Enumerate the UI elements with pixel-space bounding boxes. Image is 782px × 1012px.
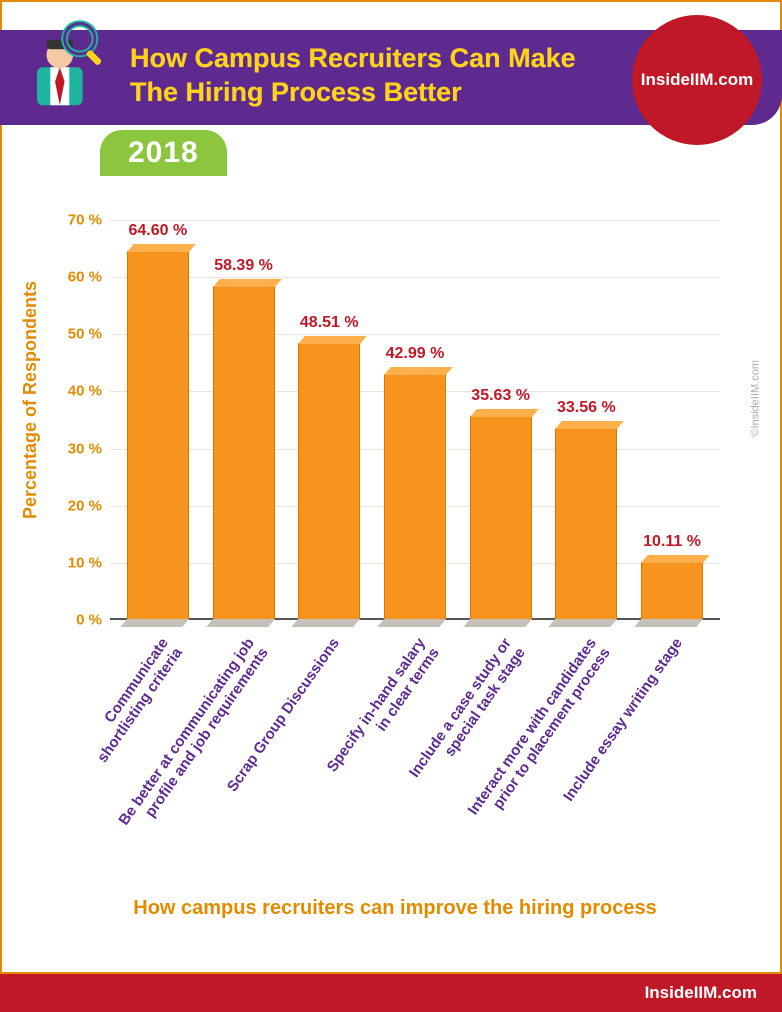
y-tick: 50 % — [68, 326, 102, 343]
y-tick: 10 % — [68, 554, 102, 571]
bar: 48.51 %Scrap Group Discussions — [294, 343, 364, 620]
page-title: How Campus Recruiters Can Make The Hirin… — [130, 42, 590, 110]
plot-area: 64.60 %Communicateshortlisting criteria5… — [110, 220, 720, 620]
logo-badge: InsideIIM.com — [632, 15, 762, 145]
bar-value: 64.60 % — [128, 222, 187, 240]
bar: 10.11 %Include essay writing stage — [637, 562, 707, 620]
bar: 64.60 %Communicateshortlisting criteria — [123, 251, 193, 620]
bar-rect: 10.11 % — [641, 562, 703, 620]
footer: InsideIIM.com — [0, 974, 782, 1012]
watermark: ©InsideIIM.com — [750, 360, 762, 437]
bars-container: 64.60 %Communicateshortlisting criteria5… — [110, 220, 720, 620]
bar-rect: 48.51 % — [298, 343, 360, 620]
y-tick: 60 % — [68, 269, 102, 286]
x-axis-label: How campus recruiters can improve the hi… — [50, 897, 740, 920]
bar-value: 42.99 % — [386, 345, 445, 363]
y-tick: 70 % — [68, 212, 102, 229]
y-axis-label: Percentage of Respondents — [20, 281, 41, 519]
footer-text: InsideIIM.com — [645, 983, 757, 1003]
recruiter-icon — [18, 15, 113, 110]
bar-value: 35.63 % — [471, 387, 530, 405]
bar: 33.56 %Interact more with candidatesprio… — [551, 428, 621, 620]
header: How Campus Recruiters Can Make The Hirin… — [0, 0, 782, 150]
y-tick: 30 % — [68, 440, 102, 457]
bar: 58.39 %Be better at communicating jobpro… — [209, 286, 279, 620]
bar-value: 48.51 % — [300, 314, 359, 332]
bar-value: 33.56 % — [557, 399, 616, 417]
bar-rect: 33.56 % — [555, 428, 617, 620]
bar-rect: 42.99 % — [384, 374, 446, 620]
bar-value: 10.11 % — [643, 533, 701, 551]
y-tick: 40 % — [68, 383, 102, 400]
y-tick: 20 % — [68, 497, 102, 514]
bar-value: 58.39 % — [214, 257, 273, 275]
bar-chart: Percentage of Respondents 64.60 %Communi… — [50, 200, 740, 920]
bar: 35.63 %Include a case study orspecial ta… — [466, 416, 536, 620]
y-tick: 0 % — [76, 612, 102, 629]
bar: 42.99 %Specify in-hand salaryin clear te… — [380, 374, 450, 620]
bar-rect: 58.39 % — [213, 286, 275, 620]
bar-rect: 35.63 % — [470, 416, 532, 620]
bar-rect: 64.60 % — [127, 251, 189, 620]
year-pill: 2018 — [100, 130, 227, 176]
